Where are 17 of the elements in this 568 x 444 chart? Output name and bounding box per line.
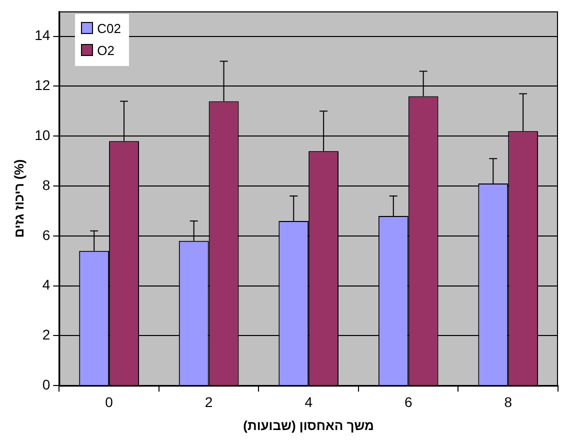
y-axis-title: ריכוז גזים (%) xyxy=(11,159,26,238)
y-tick-label: 8 xyxy=(42,176,50,193)
legend-label: C02 xyxy=(96,20,122,38)
x-tick-label: 8 xyxy=(504,394,512,410)
legend-label: O2 xyxy=(96,42,116,60)
y-tick-label: 12 xyxy=(34,77,50,94)
y-tick-label: 4 xyxy=(42,276,50,293)
y-tick-label: 2 xyxy=(42,326,50,343)
y-tick-label: 10 xyxy=(34,126,50,143)
x-tick-label: 0 xyxy=(105,394,114,410)
y-tick-label: 6 xyxy=(42,226,50,243)
x-tick-label: 4 xyxy=(304,394,313,410)
x-tick-label: 6 xyxy=(404,394,412,410)
x-tick-label: 2 xyxy=(204,394,213,410)
x-axis-title: משך האחסון (שבועות) xyxy=(243,418,374,433)
y-tick-label: 0 xyxy=(42,376,50,392)
y-tick-label: 14 xyxy=(34,27,50,44)
